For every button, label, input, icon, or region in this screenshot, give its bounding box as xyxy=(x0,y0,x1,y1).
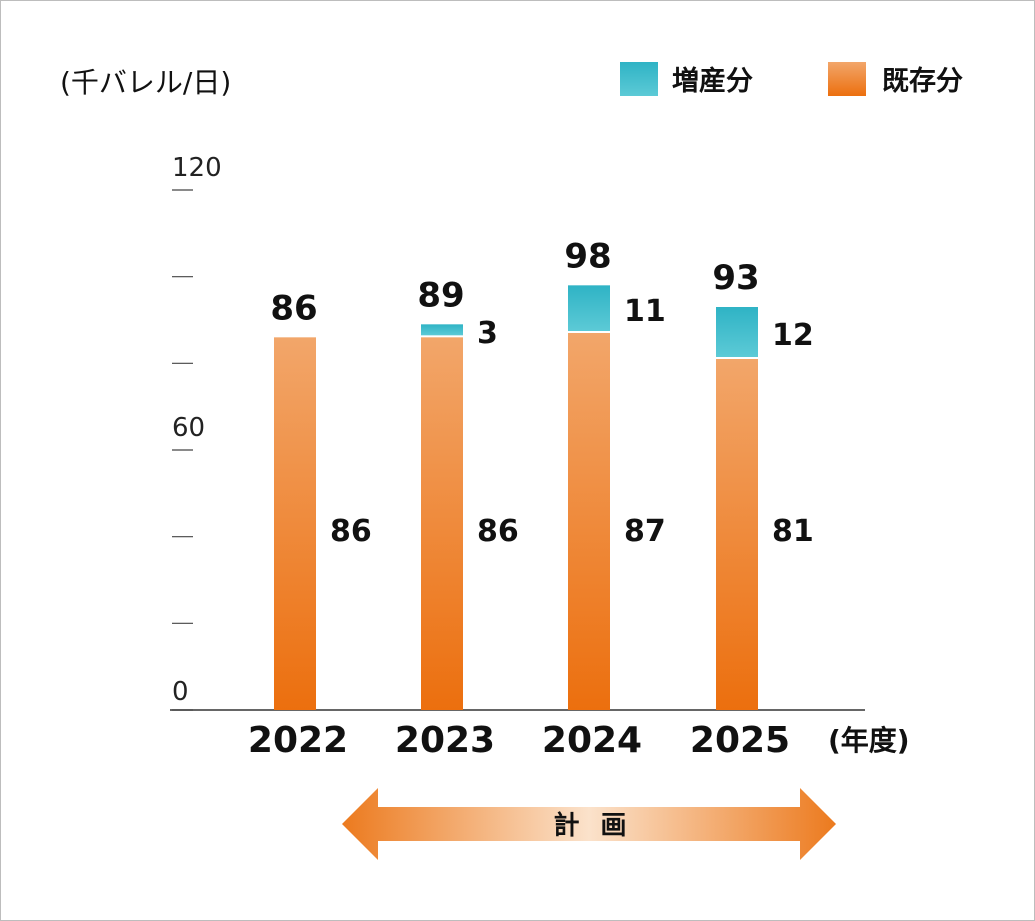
label-total-2023: 89 xyxy=(417,275,464,315)
label-existing-2023: 86 xyxy=(477,514,519,549)
legend-swatch-increase xyxy=(620,62,658,96)
bar-existing-2022 xyxy=(274,337,316,710)
bar-existing-2024 xyxy=(568,333,610,710)
y-tick-label: 0 xyxy=(172,677,189,707)
bar-existing-2023 xyxy=(421,337,463,710)
label-increase-2025: 12 xyxy=(772,318,814,353)
legend-label-existing: 既存分 xyxy=(882,66,963,97)
plan-label: 計 画 xyxy=(553,810,632,841)
label-total-2025: 93 xyxy=(712,258,759,298)
y-tick-label: 120 xyxy=(172,153,222,183)
label-existing-2024: 87 xyxy=(624,514,666,549)
bar-increase-2025 xyxy=(716,307,758,357)
plan-arrow: 計 画 xyxy=(342,788,836,860)
legend: 増産分 既存分 xyxy=(620,62,963,97)
x-tick-label-2024: 2024 xyxy=(542,720,642,761)
x-tick-label-2022: 2022 xyxy=(248,720,348,761)
label-existing-2022: 86 xyxy=(330,514,372,549)
x-tick-label-2025: 2025 xyxy=(690,720,790,761)
label-increase-2024: 11 xyxy=(624,294,666,329)
legend-label-increase: 増産分 xyxy=(672,65,753,97)
bar-existing-2025 xyxy=(716,359,758,710)
x-unit-label: (年度) xyxy=(828,724,910,757)
label-total-2024: 98 xyxy=(564,236,611,276)
y-unit-label: (千バレル/日) xyxy=(60,66,231,99)
label-total-2022: 86 xyxy=(270,288,317,328)
y-tick-label: 60 xyxy=(172,413,205,443)
x-tick-label-2023: 2023 xyxy=(395,720,495,761)
label-existing-2025: 81 xyxy=(772,514,814,549)
double-arrow-shape xyxy=(342,788,836,860)
bar-increase-2024 xyxy=(568,285,610,331)
legend-swatch-existing xyxy=(828,62,866,96)
bar-increase-2023 xyxy=(421,324,463,336)
label-increase-2023: 3 xyxy=(477,316,498,351)
y-axis: 0 60 120 xyxy=(172,153,222,711)
bars: 86 86 2022 3 89 86 2023 11 98 87 2024 12 93 81 2025 xyxy=(248,236,814,761)
